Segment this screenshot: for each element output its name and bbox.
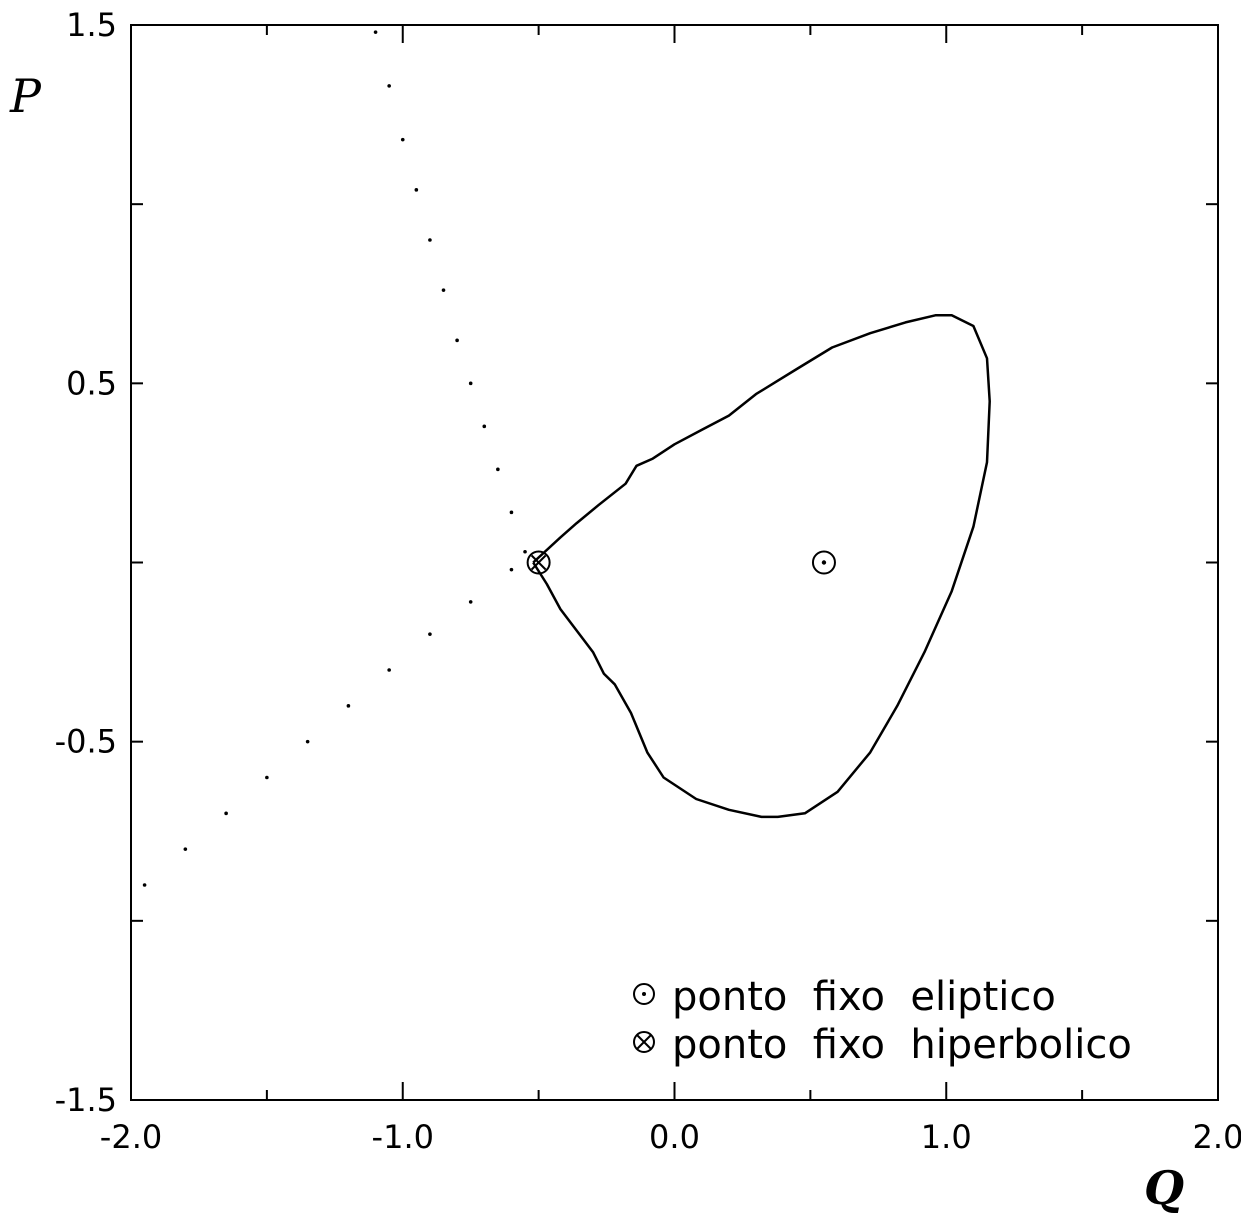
legend-item-elliptic: ponto fixo eliptico [633, 974, 1056, 1020]
x-tick-label: 2.0 [1193, 1118, 1241, 1156]
legend: ponto fixo eliptico ponto fixo hiperboli… [633, 974, 1132, 1068]
y-tick-label: 1.5 [66, 6, 117, 44]
scatter-point [482, 424, 487, 429]
scatter-point [428, 632, 432, 636]
scatter-point [468, 381, 473, 386]
elliptic-fixed-point-marker [811, 550, 836, 575]
scatter-point [428, 238, 432, 242]
scatter-point [373, 30, 378, 34]
scatter-point [455, 338, 459, 343]
x-tick-labels: -2.0 -1.0 0.0 1.0 2.0 [100, 1118, 1241, 1156]
hyperbolic-fixed-point-marker [526, 550, 551, 575]
plot-frame [130, 24, 1219, 1101]
x-tick-label: -2.0 [100, 1118, 162, 1156]
x-axis-label: Q [1144, 1161, 1184, 1213]
legend-item-hyperbolic: ponto fixo hiperbolico [633, 1022, 1132, 1068]
scatter-point [468, 600, 473, 604]
axis-ticks [130, 24, 1219, 1101]
circle-cross-icon [633, 1031, 655, 1053]
scatter-point [305, 739, 310, 744]
scatter-point [509, 567, 514, 572]
scatter-point [142, 883, 147, 887]
circle-dot-icon [633, 983, 655, 1005]
scatter-point [509, 510, 514, 515]
data-series [142, 30, 991, 887]
x-tick-label: 0.0 [649, 1118, 700, 1156]
y-axis-label: P [9, 69, 42, 123]
y-tick-label: 0.5 [66, 364, 117, 402]
scatter-point [224, 811, 228, 816]
legend-label-elliptic: ponto fixo eliptico [672, 974, 1056, 1020]
scatter-point [183, 847, 188, 851]
x-tick-label: 1.0 [921, 1118, 972, 1156]
y-tick-labels: -1.5 -0.5 0.5 1.5 [55, 6, 117, 1119]
scatter-point [265, 775, 269, 780]
scatter-point [414, 188, 419, 192]
fixed-point-markers [526, 550, 836, 575]
scatter-point [523, 549, 527, 554]
y-tick-label: -1.5 [55, 1081, 117, 1119]
scatter-point [400, 137, 405, 142]
scatter-point [346, 704, 351, 708]
y-tick-label: -0.5 [55, 723, 117, 761]
scatter-point [387, 84, 391, 88]
orbit-curve [532, 314, 991, 819]
x-tick-label: -1.0 [372, 1118, 434, 1156]
scatter-point [387, 668, 391, 672]
scatter-point [441, 288, 446, 292]
legend-label-hyperbolic: ponto fixo hiperbolico [672, 1022, 1132, 1068]
scatter-point [496, 467, 500, 472]
